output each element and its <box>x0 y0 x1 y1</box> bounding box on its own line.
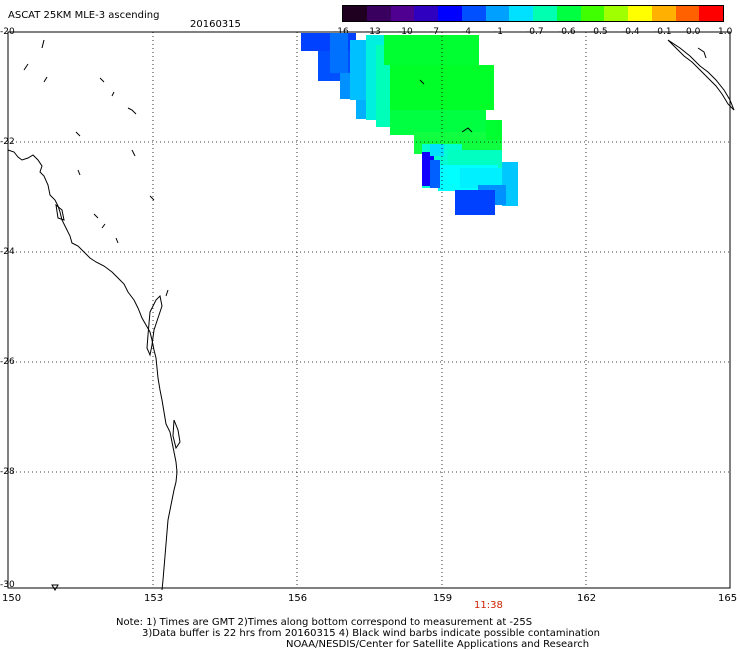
coastline <box>667 39 735 111</box>
coastline <box>7 149 178 591</box>
island <box>172 419 181 450</box>
note-line-1: Note: 1) Times are GMT 2)Times along bot… <box>116 617 533 628</box>
color-scale-segment <box>390 6 415 21</box>
swath-cell <box>460 168 502 188</box>
coastline <box>697 47 707 59</box>
lon-label: 159 <box>433 593 453 604</box>
island <box>146 294 163 357</box>
color-scale-segment <box>438 6 462 21</box>
lon-label: 162 <box>577 593 597 604</box>
lat-label: -22 <box>0 137 15 147</box>
swath-cell <box>330 33 348 73</box>
swath-cell <box>455 190 495 215</box>
color-scale-segment <box>414 6 438 21</box>
lat-label: -26 <box>0 357 15 367</box>
lat-label: -20 <box>0 27 15 37</box>
lon-label: 156 <box>288 593 308 604</box>
swath-cell <box>390 65 494 110</box>
lat-label: -30 <box>0 580 15 590</box>
color-scale-segment <box>461 6 486 21</box>
color-scale-segment <box>485 6 510 21</box>
swath-cell <box>430 144 444 156</box>
color-scale-segment <box>366 6 391 21</box>
island <box>55 203 65 221</box>
grid-lines <box>8 32 730 588</box>
lon-label: 153 <box>144 593 164 604</box>
swath-time-label: 11:38 <box>474 600 503 611</box>
map-date: 20160315 <box>190 19 241 30</box>
lat-label: -24 <box>0 247 15 257</box>
color-scale-segment <box>556 6 581 21</box>
map-title: ASCAT 25KM MLE-3 ascending <box>8 10 160 21</box>
color-scale-bar <box>342 5 724 22</box>
lon-label: 150 <box>2 593 22 604</box>
reef-fragments <box>23 39 473 591</box>
swath-cell <box>430 160 440 188</box>
color-scale-segment <box>675 6 700 21</box>
lon-label: 165 <box>718 593 738 604</box>
map-frame <box>7 31 731 589</box>
color-scale-segment <box>509 6 533 21</box>
color-scale-segment <box>699 6 723 21</box>
color-scale-segment <box>533 6 557 21</box>
swath-data <box>301 33 518 215</box>
swath-cell <box>486 120 502 140</box>
swath-cell <box>384 35 479 65</box>
swath-cell <box>390 110 486 135</box>
color-scale-segment <box>343 6 367 21</box>
color-scale-segment <box>651 6 676 21</box>
color-scale-segment <box>604 6 628 21</box>
color-scale-segment <box>580 6 605 21</box>
note-line-3: NOAA/NESDIS/Center for Satellite Applica… <box>286 639 590 650</box>
note-line-2: 3)Data buffer is 22 hrs from 20160315 4)… <box>142 628 600 639</box>
color-scale-segment <box>628 6 652 21</box>
lat-label: -28 <box>0 467 15 477</box>
